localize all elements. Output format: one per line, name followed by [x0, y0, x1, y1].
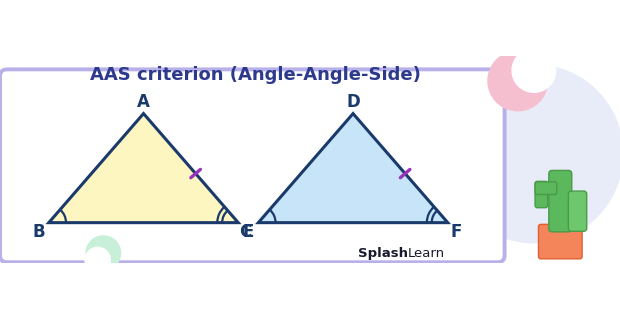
Circle shape [85, 247, 110, 273]
Text: C: C [239, 223, 252, 241]
Text: B: B [33, 223, 45, 241]
Text: A: A [137, 93, 150, 111]
FancyBboxPatch shape [535, 181, 547, 208]
Text: E: E [243, 223, 254, 241]
FancyBboxPatch shape [549, 170, 572, 232]
Circle shape [445, 65, 620, 243]
Text: D: D [346, 93, 360, 111]
Polygon shape [259, 114, 448, 223]
Circle shape [86, 236, 120, 270]
Text: AAS criterion (Angle-Angle-Side): AAS criterion (Angle-Angle-Side) [90, 66, 421, 84]
FancyBboxPatch shape [539, 224, 582, 259]
FancyBboxPatch shape [535, 182, 557, 195]
Text: Splash: Splash [358, 247, 407, 260]
Circle shape [488, 51, 547, 111]
Polygon shape [49, 114, 238, 223]
Circle shape [512, 49, 556, 92]
FancyBboxPatch shape [0, 69, 505, 262]
Text: F: F [451, 223, 462, 241]
FancyBboxPatch shape [569, 191, 587, 231]
Text: Learn: Learn [407, 247, 445, 260]
